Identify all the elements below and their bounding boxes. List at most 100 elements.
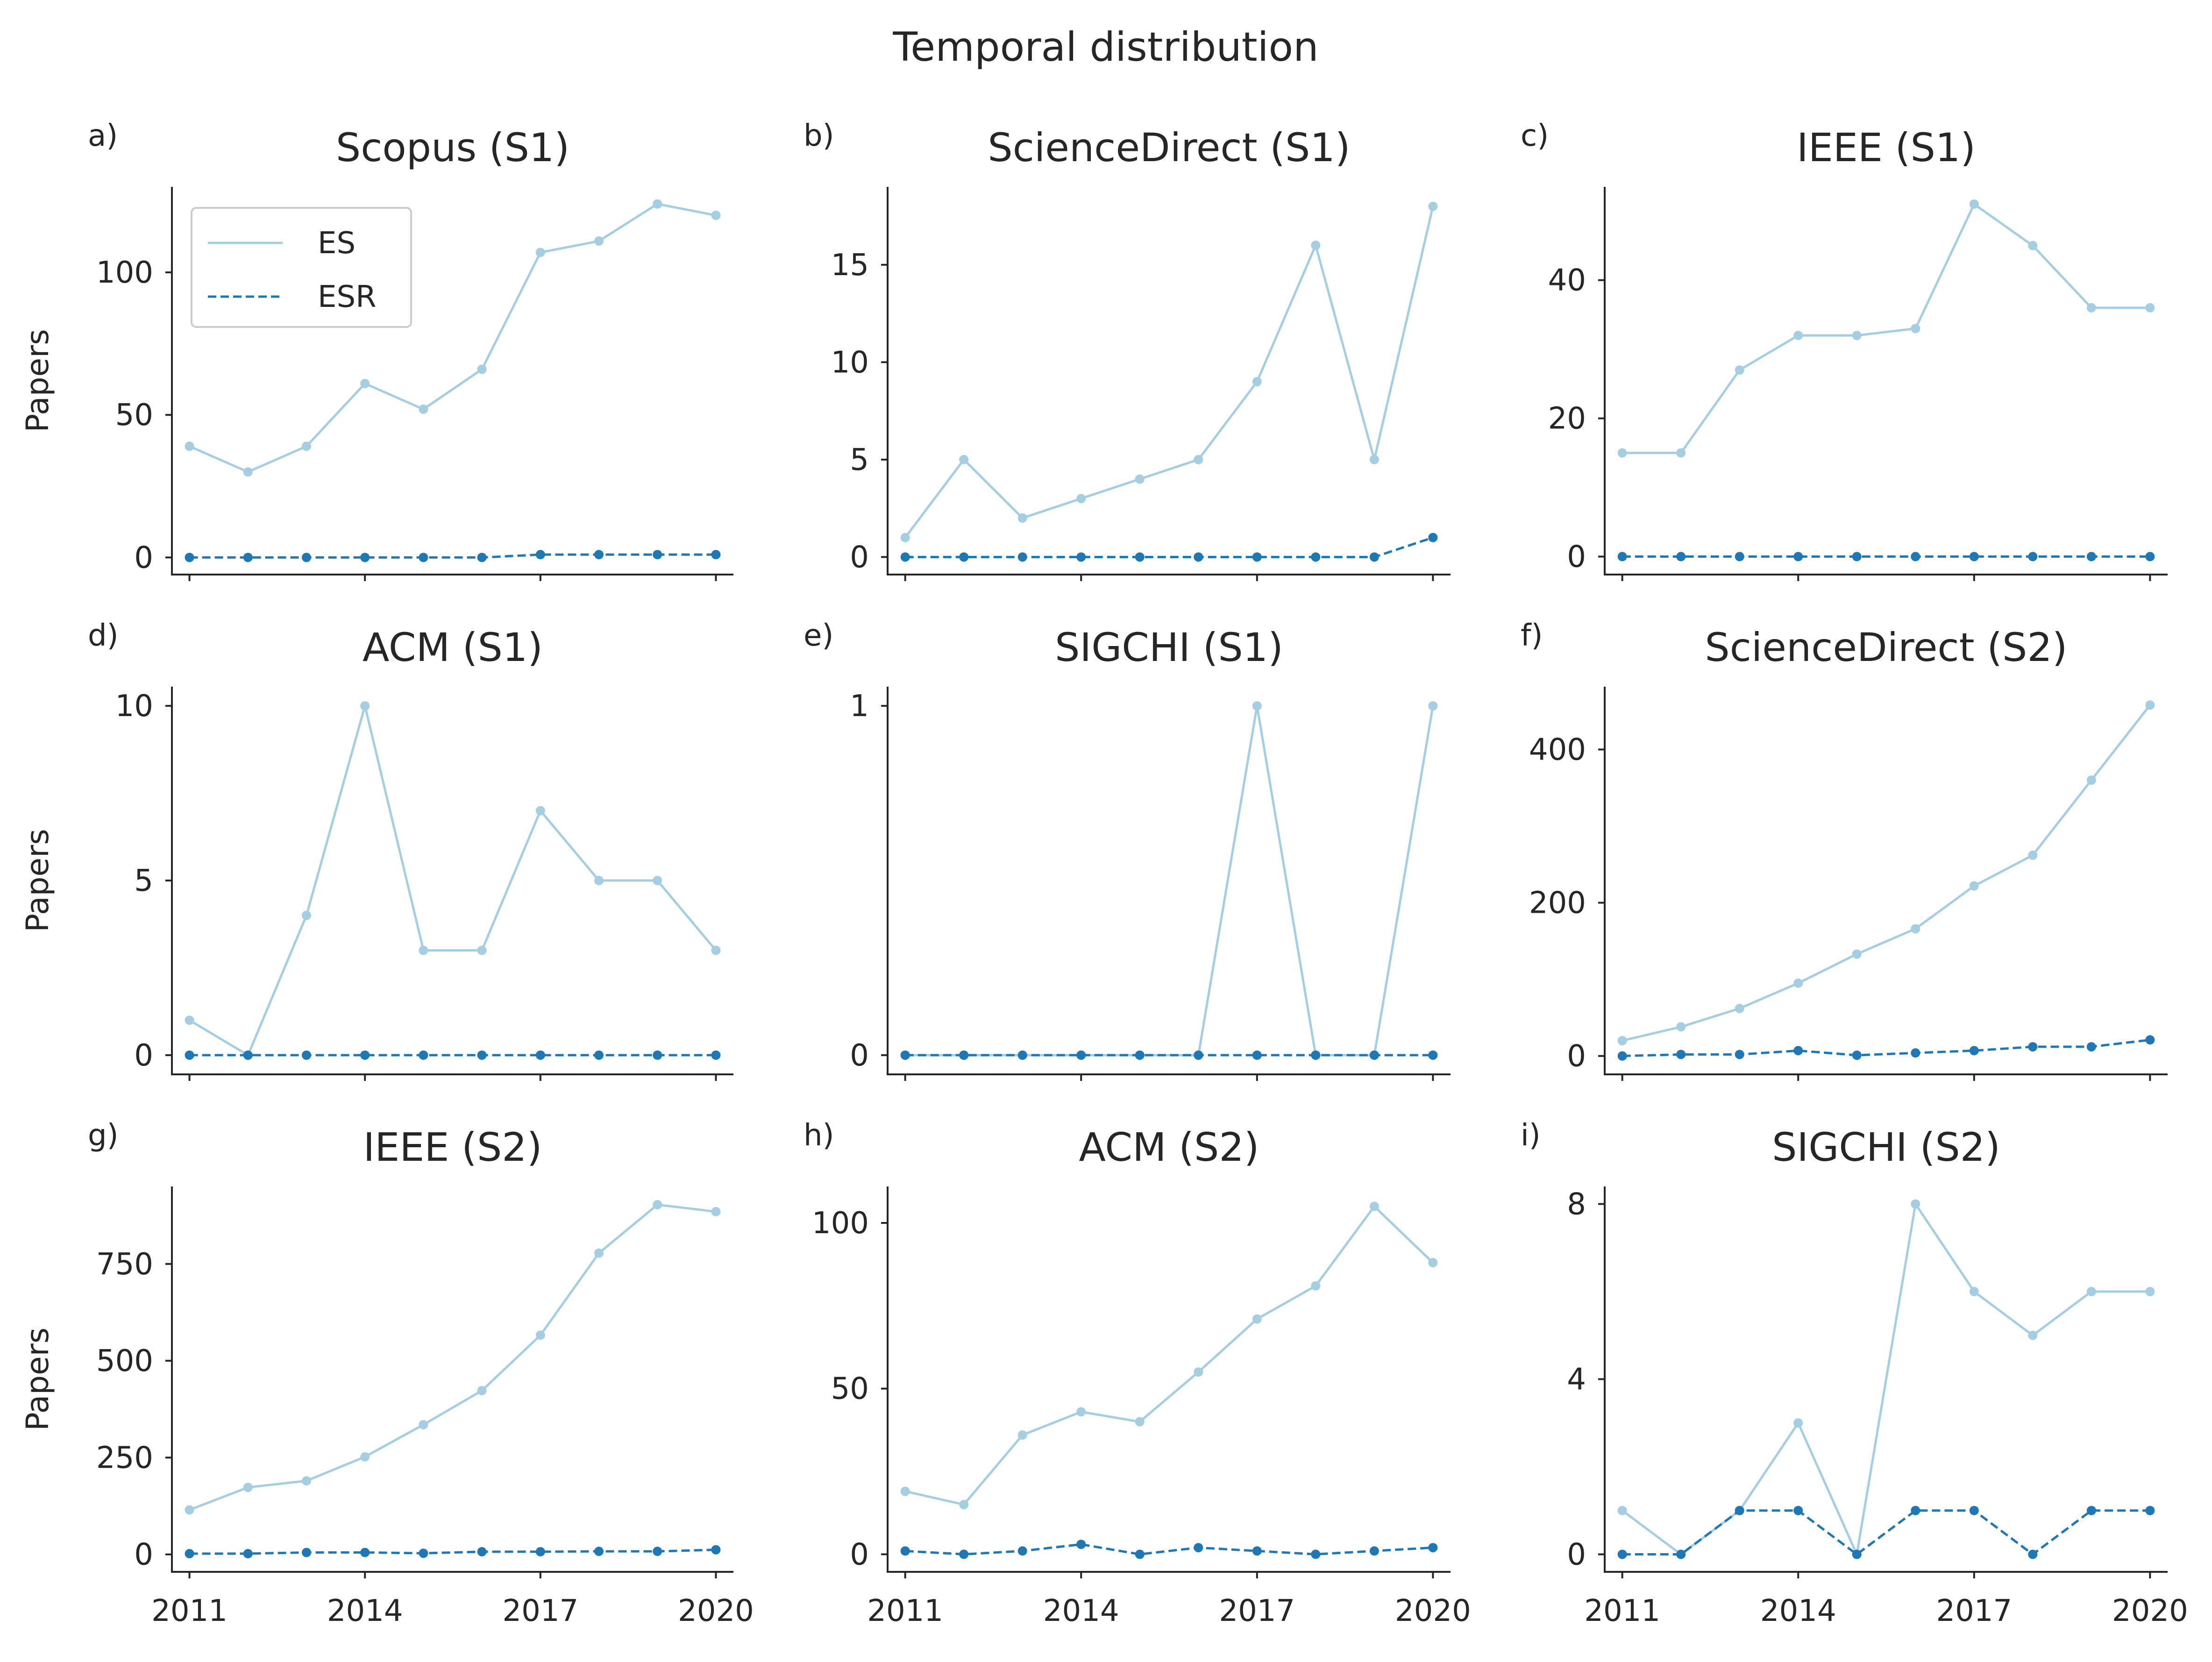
y-tick-label: 1 bbox=[850, 689, 869, 724]
data-point-esr bbox=[1793, 1506, 1803, 1515]
y-axis-label: Papers bbox=[20, 329, 56, 432]
data-point-esr bbox=[1076, 1050, 1086, 1060]
data-point-esr bbox=[1969, 1046, 1979, 1056]
data-point-esr bbox=[711, 1545, 721, 1555]
data-point-esr bbox=[1735, 1050, 1744, 1059]
data-point-es bbox=[1252, 1314, 1262, 1324]
data-point-esr bbox=[477, 1050, 487, 1060]
data-point-esr bbox=[2028, 1042, 2038, 1051]
x-tick-label: 2014 bbox=[1043, 1594, 1119, 1628]
data-point-es bbox=[477, 364, 487, 374]
panel-title: ScienceDirect (S1) bbox=[988, 125, 1350, 170]
y-tick-label: 50 bbox=[831, 1372, 869, 1406]
data-point-esr bbox=[360, 1050, 370, 1060]
data-point-es bbox=[185, 1016, 194, 1025]
data-point-es bbox=[594, 1248, 604, 1258]
x-tick-label: 2020 bbox=[2112, 1594, 2188, 1628]
data-point-esr bbox=[1252, 1050, 1262, 1060]
data-point-es bbox=[243, 467, 253, 477]
data-point-esr bbox=[1852, 1549, 1862, 1559]
data-point-esr bbox=[2086, 552, 2096, 561]
data-point-esr bbox=[653, 550, 662, 560]
data-point-esr bbox=[1311, 1549, 1321, 1559]
panel-letter: d) bbox=[88, 618, 119, 653]
data-point-es bbox=[1369, 1201, 1379, 1211]
data-point-es bbox=[900, 533, 910, 542]
series-line-es bbox=[189, 1203, 716, 1511]
panel-letter: g) bbox=[88, 1118, 119, 1153]
data-point-esr bbox=[1311, 552, 1321, 562]
data-point-esr bbox=[477, 553, 487, 562]
data-point-esr bbox=[185, 553, 194, 562]
data-point-esr bbox=[1911, 552, 1920, 561]
legend: ES ESR bbox=[191, 207, 412, 328]
x-tick-label: 2011 bbox=[867, 1594, 943, 1628]
data-point-es bbox=[1676, 448, 1686, 458]
data-point-es bbox=[2086, 1287, 2096, 1296]
data-point-esr bbox=[477, 1547, 487, 1556]
data-point-esr bbox=[1369, 1050, 1379, 1060]
data-point-es bbox=[419, 1420, 428, 1429]
data-point-es bbox=[1017, 513, 1027, 523]
data-point-es bbox=[594, 876, 604, 885]
data-point-es bbox=[1428, 1258, 1438, 1268]
panel-d: d) ACM (S1) 0 5 10 Papers bbox=[20, 618, 733, 1081]
data-point-esr bbox=[1194, 1543, 1203, 1553]
data-point-esr bbox=[900, 552, 910, 562]
data-point-esr bbox=[1135, 1050, 1145, 1060]
x-tick-label: 2017 bbox=[1219, 1594, 1295, 1628]
data-point-esr bbox=[1428, 533, 1438, 542]
data-point-es bbox=[711, 1207, 721, 1216]
data-point-esr bbox=[1911, 1506, 1920, 1515]
data-point-esr bbox=[1428, 1050, 1438, 1060]
data-point-es bbox=[653, 1200, 662, 1209]
data-point-esr bbox=[2028, 1549, 2038, 1559]
data-point-esr bbox=[1076, 1540, 1086, 1549]
data-point-esr bbox=[900, 1050, 910, 1060]
panel-title: SIGCHI (S1) bbox=[1055, 625, 1283, 670]
figure-title: Temporal distribution bbox=[892, 24, 1318, 71]
series-line-esr bbox=[1622, 1509, 2150, 1556]
data-point-es bbox=[1135, 474, 1145, 484]
data-point-es bbox=[535, 248, 545, 257]
y-tick-label: 40 bbox=[1548, 263, 1586, 298]
data-point-es bbox=[1135, 1417, 1145, 1427]
data-point-es bbox=[477, 1385, 487, 1395]
data-point-esr bbox=[1617, 1549, 1627, 1559]
y-tick-label: 200 bbox=[1529, 886, 1586, 921]
y-tick-label: 0 bbox=[850, 540, 869, 575]
data-point-esr bbox=[1369, 552, 1379, 562]
data-point-es bbox=[185, 441, 194, 451]
data-point-esr bbox=[1194, 552, 1203, 562]
data-point-esr bbox=[1076, 552, 1086, 562]
data-point-esr bbox=[711, 550, 721, 560]
data-point-esr bbox=[1617, 1051, 1627, 1061]
series-line-es bbox=[189, 202, 716, 474]
series-line-es bbox=[905, 1204, 1434, 1506]
data-point-esr bbox=[360, 553, 370, 562]
axis-spines bbox=[171, 1186, 733, 1573]
data-point-esr bbox=[301, 1548, 311, 1557]
data-point-es bbox=[360, 379, 370, 389]
data-point-es bbox=[1076, 1407, 1086, 1417]
x-tick-label: 2020 bbox=[1395, 1594, 1471, 1628]
data-point-es bbox=[301, 441, 311, 451]
data-point-esr bbox=[535, 1547, 545, 1556]
data-point-es bbox=[1252, 377, 1262, 387]
panel-title: ACM (S2) bbox=[1079, 1124, 1259, 1170]
y-tick-label: 100 bbox=[812, 1206, 869, 1241]
y-tick-label: 5 bbox=[850, 443, 869, 477]
data-point-esr bbox=[653, 1547, 662, 1556]
data-point-esr bbox=[2145, 552, 2155, 561]
panel-title: IEEE (S1) bbox=[1797, 125, 1976, 170]
data-point-es bbox=[1735, 365, 1744, 375]
data-point-es bbox=[1428, 201, 1438, 211]
data-point-es bbox=[2145, 303, 2155, 313]
data-point-es bbox=[535, 1330, 545, 1340]
data-point-es bbox=[1017, 1430, 1027, 1440]
data-point-esr bbox=[1252, 1546, 1262, 1556]
series-line-es bbox=[905, 705, 1434, 1057]
y-tick-label: 0 bbox=[134, 1538, 153, 1572]
data-point-esr bbox=[900, 1546, 910, 1556]
data-point-esr bbox=[2028, 552, 2038, 561]
